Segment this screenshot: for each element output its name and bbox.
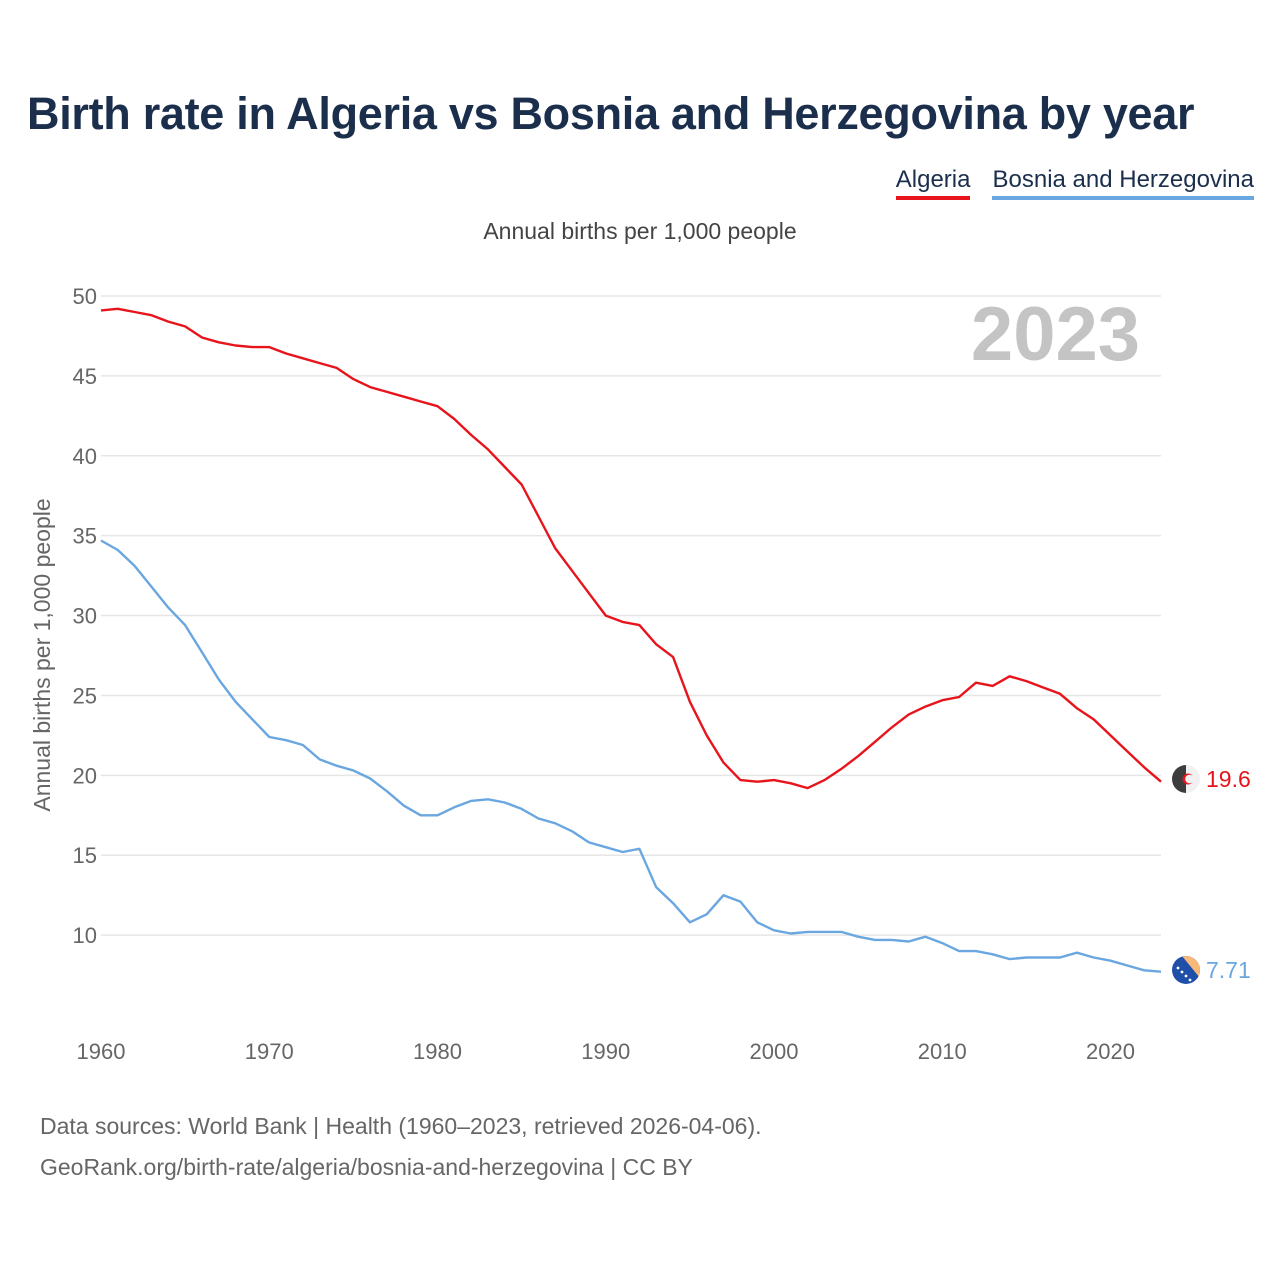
x-tick-label: 1990 xyxy=(581,1039,630,1064)
legend-item-bosnia-and-herzegovina[interactable]: Bosnia and Herzegovina xyxy=(992,166,1254,200)
x-axis-ticks: 1960 1970 1980 1990 2000 2010 2020 xyxy=(77,1039,1135,1064)
x-tick-label: 2000 xyxy=(750,1039,799,1064)
x-tick-label: 1960 xyxy=(77,1039,126,1064)
series-line-bosnia-and-herzegovina xyxy=(100,539,1162,973)
url-license-line: GeoRank.org/birth-rate/algeria/bosnia-an… xyxy=(40,1154,693,1180)
y-axis-ticks: 10 15 20 25 30 35 40 45 50 xyxy=(73,284,97,948)
bosnia-flag-icon xyxy=(1172,956,1200,984)
gridlines xyxy=(101,295,1161,936)
x-tick-label: 2020 xyxy=(1086,1039,1135,1064)
source-note: Data sources: World Bank | Health (1960–… xyxy=(40,1106,762,1188)
y-tick-label: 10 xyxy=(73,923,97,948)
x-tick-label: 1980 xyxy=(413,1039,462,1064)
algeria-flag-icon xyxy=(1172,765,1200,793)
x-tick-label: 1970 xyxy=(245,1039,294,1064)
y-tick-label: 20 xyxy=(73,763,97,788)
y-axis-label: Annual births per 1,000 people xyxy=(29,498,55,811)
y-tick-label: 40 xyxy=(73,444,97,469)
chart-subtitle: Annual births per 1,000 people xyxy=(483,218,797,244)
y-tick-label: 15 xyxy=(73,843,97,868)
y-tick-label: 25 xyxy=(73,683,97,708)
y-tick-label: 30 xyxy=(73,604,97,629)
y-tick-label: 50 xyxy=(73,284,97,309)
series-lines xyxy=(100,307,1162,973)
legend: Algeria Bosnia and Herzegovina xyxy=(895,166,1254,200)
y-tick-label: 35 xyxy=(73,524,97,549)
data-source-line: Data sources: World Bank | Health (1960–… xyxy=(40,1113,762,1139)
x-tick-label: 2010 xyxy=(918,1039,967,1064)
legend-item-algeria[interactable]: Algeria xyxy=(895,166,971,200)
end-label-algeria: 19.6 xyxy=(1206,766,1251,792)
series-line-algeria xyxy=(100,307,1162,790)
y-tick-label: 45 xyxy=(73,364,97,389)
year-watermark: 2023 xyxy=(971,292,1140,377)
end-label-bosnia-and-herzegovina: 7.71 xyxy=(1206,957,1251,983)
chart-title: Birth rate in Algeria vs Bosnia and Herz… xyxy=(27,88,1195,139)
